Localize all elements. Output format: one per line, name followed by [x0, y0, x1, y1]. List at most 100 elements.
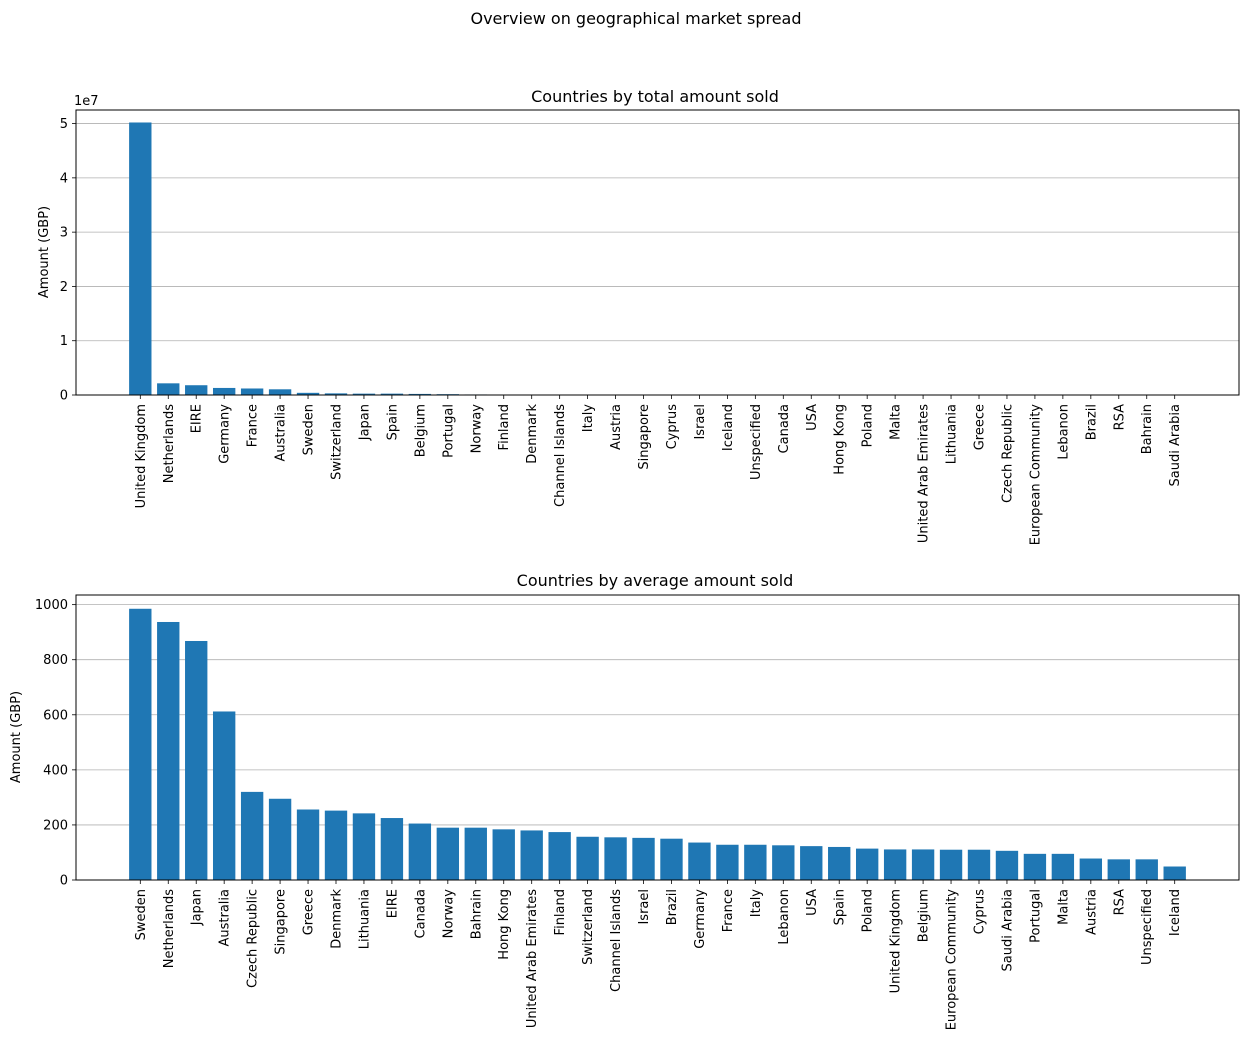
- x-tick-label: USA: [805, 404, 820, 431]
- x-tick-label: Belgium: [413, 404, 428, 457]
- x-tick-label: Italy: [749, 889, 764, 918]
- x-tick-label: United Kingdom: [134, 404, 149, 508]
- x-tick-label: Cyprus: [973, 889, 988, 935]
- x-ticks: Sweden Netherlands Japan Australia Czech Rep…: [134, 880, 1183, 1030]
- y-tick-label: 2: [60, 280, 68, 295]
- x-tick-label: Singapore: [274, 889, 289, 955]
- bar: [828, 846, 851, 880]
- x-tick-label: European Community: [945, 889, 960, 1031]
- x-tick-label: France: [721, 889, 736, 932]
- bar: [995, 850, 1019, 880]
- x-tick-label: Portugal: [1028, 889, 1043, 943]
- x-tick-label: Bahrain: [469, 889, 484, 939]
- bar: [212, 711, 236, 880]
- x-tick-label: Brazil: [665, 889, 680, 925]
- bar: [408, 823, 432, 880]
- bar: [380, 818, 404, 880]
- x-tick-label: Canada: [413, 889, 428, 938]
- x-tick-label: Austria: [609, 404, 624, 450]
- x-tick-label: Netherlands: [162, 889, 177, 968]
- x-ticks: United Kingdom Netherlands EIRE Germany Fran…: [134, 395, 1183, 545]
- bar: [212, 387, 236, 395]
- x-tick-label: Australia: [274, 404, 289, 462]
- chart-title: Countries by total amount sold: [531, 87, 779, 106]
- figure-title: Overview on geographical market spread: [470, 9, 801, 28]
- x-tick-label: Switzerland: [581, 889, 596, 965]
- bar: [268, 798, 292, 880]
- bar: [967, 849, 991, 880]
- bar: [1051, 853, 1075, 880]
- x-tick-label: United Arab Emirates: [525, 889, 540, 1028]
- bar: [520, 830, 543, 880]
- x-tick-label: Switzerland: [329, 404, 344, 480]
- x-tick-label: Portugal: [441, 404, 456, 458]
- x-tick-label: Malta: [889, 404, 904, 440]
- x-tick-label: Denmark: [525, 404, 540, 464]
- bar: [296, 809, 320, 880]
- bar: [1163, 866, 1186, 880]
- bar: [492, 829, 515, 880]
- y-ticks: 0 200 400 600 800 1000: [35, 598, 76, 889]
- bar: [352, 813, 376, 880]
- x-tick-label: Spain: [833, 889, 848, 925]
- x-tick-label: Hong Kong: [497, 889, 512, 960]
- x-tick-label: Lebanon: [1056, 404, 1071, 460]
- bar: [268, 389, 292, 395]
- x-tick-label: RSA: [1112, 889, 1127, 916]
- y-ticks: 0 1 2 3 4 5: [60, 117, 76, 404]
- bar: [324, 810, 348, 880]
- x-tick-label: Czech Republic: [246, 889, 261, 988]
- y-tick-label: 600: [43, 708, 68, 723]
- x-tick-label: Bahrain: [1140, 404, 1155, 454]
- x-tick-label: Brazil: [1084, 404, 1099, 440]
- x-tick-label: Iceland: [721, 404, 736, 451]
- x-tick-label: Cyprus: [665, 404, 680, 450]
- y-axis-offset-text: 1e7: [74, 94, 99, 109]
- bar: [240, 388, 264, 395]
- y-axis-label: Amount (GBP): [37, 206, 52, 298]
- x-tick-label: Germany: [693, 889, 708, 949]
- x-tick-label: Israel: [693, 404, 708, 440]
- x-tick-label: Poland: [861, 404, 876, 447]
- plot-frame: [75, 594, 1240, 881]
- x-tick-label: Canada: [777, 404, 792, 453]
- x-tick-label: Israel: [637, 889, 652, 925]
- x-tick-label: Norway: [441, 889, 456, 939]
- bar: [296, 392, 320, 395]
- bar: [129, 122, 152, 395]
- x-tick-label: Malta: [1056, 889, 1071, 925]
- bar: [157, 621, 180, 880]
- bar: [1023, 853, 1047, 880]
- bar: [716, 844, 739, 880]
- x-tick-label: Channel Islands: [553, 404, 568, 507]
- bar: [408, 393, 432, 395]
- chart-total-amount: Countries by total amount sold Amount (G…: [37, 87, 1240, 545]
- bar: [324, 393, 348, 395]
- bar: [129, 608, 152, 880]
- x-tick-label: Sweden: [302, 404, 317, 455]
- y-tick-label: 4: [60, 171, 68, 186]
- x-tick-label: United Kingdom: [889, 889, 904, 993]
- bar: [1135, 859, 1158, 880]
- bar: [939, 849, 963, 880]
- x-tick-label: Lithuania: [945, 404, 960, 464]
- x-tick-label: Hong Kong: [833, 404, 848, 475]
- x-tick-label: Lithuania: [357, 889, 372, 949]
- y-tick-label: 800: [43, 653, 68, 668]
- bar: [744, 844, 767, 880]
- bar: [772, 845, 795, 880]
- bar: [548, 832, 571, 880]
- x-tick-label: Poland: [861, 889, 876, 932]
- bar: [436, 827, 460, 880]
- x-tick-label: Japan: [190, 889, 205, 926]
- x-tick-label: Lebanon: [777, 889, 792, 945]
- x-tick-label: Denmark: [329, 889, 344, 949]
- x-tick-label: Iceland: [1168, 889, 1183, 936]
- x-tick-label: Finland: [497, 404, 512, 450]
- bar: [157, 383, 180, 395]
- bar: [800, 846, 823, 880]
- bars: [129, 608, 1186, 880]
- bar: [380, 393, 404, 395]
- x-tick-label: EIRE: [190, 404, 205, 433]
- y-tick-label: 0: [60, 874, 68, 889]
